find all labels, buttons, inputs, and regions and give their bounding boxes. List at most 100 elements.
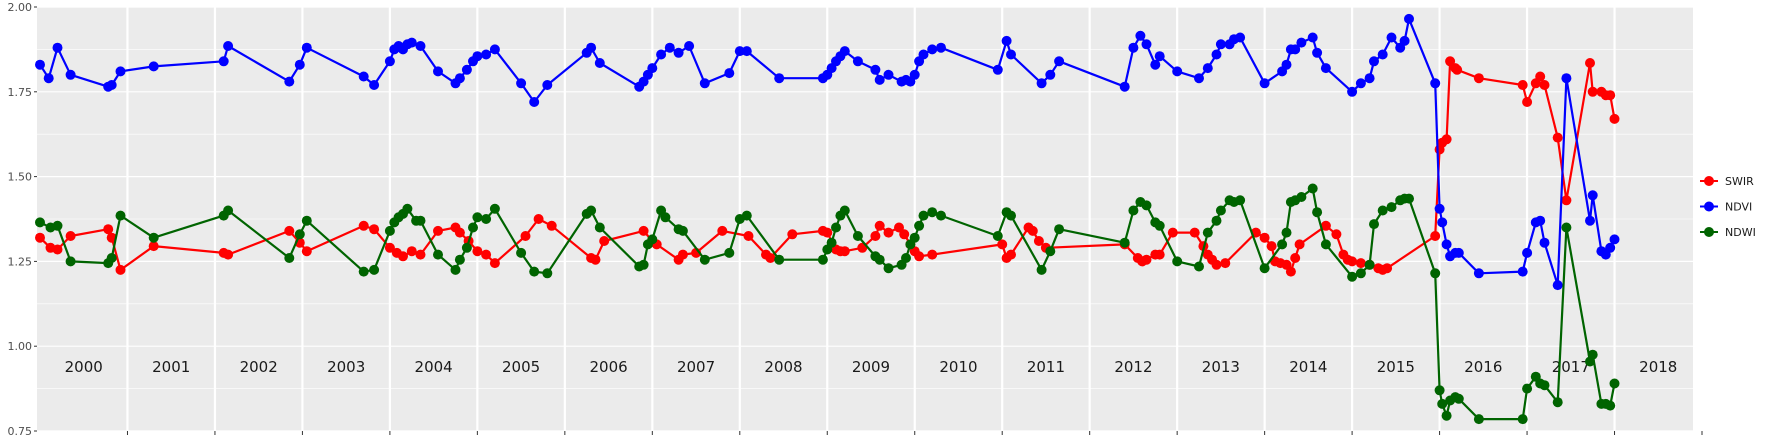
data-point bbox=[1172, 256, 1183, 267]
data-point bbox=[1347, 256, 1358, 267]
year-label: 2007 bbox=[677, 358, 715, 376]
data-point bbox=[384, 242, 395, 253]
data-point bbox=[1517, 414, 1528, 425]
y-tick-label: 1.75 bbox=[8, 86, 33, 99]
data-point bbox=[673, 47, 684, 58]
year-label: 2002 bbox=[240, 358, 278, 376]
data-point bbox=[1211, 215, 1222, 226]
data-point bbox=[1587, 190, 1598, 201]
data-point bbox=[533, 214, 544, 224]
data-point bbox=[1539, 237, 1550, 248]
data-point bbox=[1128, 205, 1139, 216]
data-point bbox=[1312, 47, 1323, 58]
data-point bbox=[1290, 44, 1301, 55]
data-point bbox=[1312, 207, 1323, 218]
data-point bbox=[1452, 64, 1463, 75]
data-point bbox=[1285, 266, 1296, 277]
data-point bbox=[1434, 203, 1445, 214]
data-point bbox=[1437, 217, 1448, 228]
data-point bbox=[402, 203, 413, 214]
data-point bbox=[1473, 268, 1484, 279]
data-point bbox=[831, 222, 841, 233]
data-point bbox=[822, 227, 833, 238]
data-point bbox=[415, 41, 426, 51]
data-point bbox=[1473, 73, 1484, 84]
data-point bbox=[1006, 49, 1016, 60]
data-point bbox=[450, 264, 461, 275]
data-point bbox=[1045, 69, 1056, 80]
y-axis: 0.75 1.00 1.25 1.50 1.75 2.00 bbox=[8, 1, 37, 438]
data-point bbox=[741, 210, 752, 221]
data-point bbox=[927, 44, 938, 55]
data-point bbox=[1561, 195, 1572, 206]
data-point bbox=[1290, 253, 1301, 263]
legend-label: NDWI bbox=[1725, 226, 1756, 239]
year-label: 2005 bbox=[502, 358, 540, 376]
data-point bbox=[106, 80, 117, 90]
data-point bbox=[997, 239, 1008, 250]
data-point bbox=[481, 214, 492, 224]
data-point bbox=[294, 59, 305, 70]
data-point bbox=[106, 232, 117, 243]
data-point bbox=[1119, 81, 1130, 92]
year-label: 2008 bbox=[764, 358, 802, 376]
data-point bbox=[883, 69, 894, 80]
data-point bbox=[839, 246, 850, 257]
data-point bbox=[1377, 49, 1388, 60]
data-point bbox=[1430, 231, 1441, 241]
year-label: 2006 bbox=[589, 358, 627, 376]
data-point bbox=[115, 210, 126, 221]
data-point bbox=[1473, 414, 1484, 425]
legend: SWIR NDVI NDWI bbox=[1700, 175, 1756, 239]
year-label: 2000 bbox=[65, 358, 103, 376]
data-point bbox=[148, 232, 159, 243]
y-tick-label: 1.50 bbox=[8, 171, 33, 184]
data-point bbox=[1119, 237, 1130, 248]
data-point bbox=[1347, 86, 1358, 97]
data-point bbox=[433, 225, 443, 236]
data-point bbox=[1453, 247, 1464, 258]
year-label: 2017 bbox=[1552, 358, 1590, 376]
data-point bbox=[1215, 39, 1226, 50]
data-point bbox=[369, 224, 380, 235]
data-point bbox=[223, 205, 234, 216]
data-point bbox=[1320, 239, 1331, 250]
data-point bbox=[1386, 32, 1397, 43]
data-point bbox=[586, 205, 597, 216]
data-point bbox=[677, 225, 688, 236]
y-tick-label: 2.00 bbox=[8, 1, 33, 14]
data-point bbox=[1154, 220, 1165, 231]
data-point bbox=[1054, 224, 1065, 235]
data-point bbox=[1235, 32, 1246, 43]
data-point bbox=[1539, 380, 1550, 391]
data-point bbox=[1194, 73, 1204, 84]
data-point bbox=[1585, 58, 1595, 68]
data-point bbox=[1517, 266, 1528, 277]
data-point bbox=[1441, 239, 1452, 250]
data-point bbox=[481, 249, 492, 260]
data-point bbox=[489, 258, 500, 269]
data-point bbox=[481, 49, 492, 60]
data-point bbox=[870, 231, 881, 241]
data-point bbox=[638, 259, 649, 270]
series bbox=[35, 13, 1620, 425]
year-labels: 2000 2001 2002 2003 2004 2005 2006 2007 2008 2009… bbox=[65, 358, 1703, 435]
data-point bbox=[1609, 113, 1620, 124]
data-point bbox=[1307, 32, 1318, 43]
data-point bbox=[358, 266, 369, 277]
data-point bbox=[358, 71, 369, 82]
data-point bbox=[1399, 35, 1410, 46]
data-point bbox=[1141, 200, 1152, 211]
data-point bbox=[1522, 383, 1533, 394]
series-ndwi bbox=[35, 183, 1620, 425]
data-point bbox=[1281, 59, 1292, 70]
data-point bbox=[52, 42, 63, 53]
data-point bbox=[914, 251, 925, 262]
data-point bbox=[1561, 222, 1572, 233]
legend-label: NDVI bbox=[1725, 201, 1752, 214]
y-tick-label: 1.00 bbox=[8, 340, 33, 353]
data-point bbox=[1307, 183, 1318, 194]
y-tick-label: 1.25 bbox=[8, 255, 33, 268]
data-point bbox=[1386, 202, 1397, 213]
data-point bbox=[1605, 242, 1616, 253]
